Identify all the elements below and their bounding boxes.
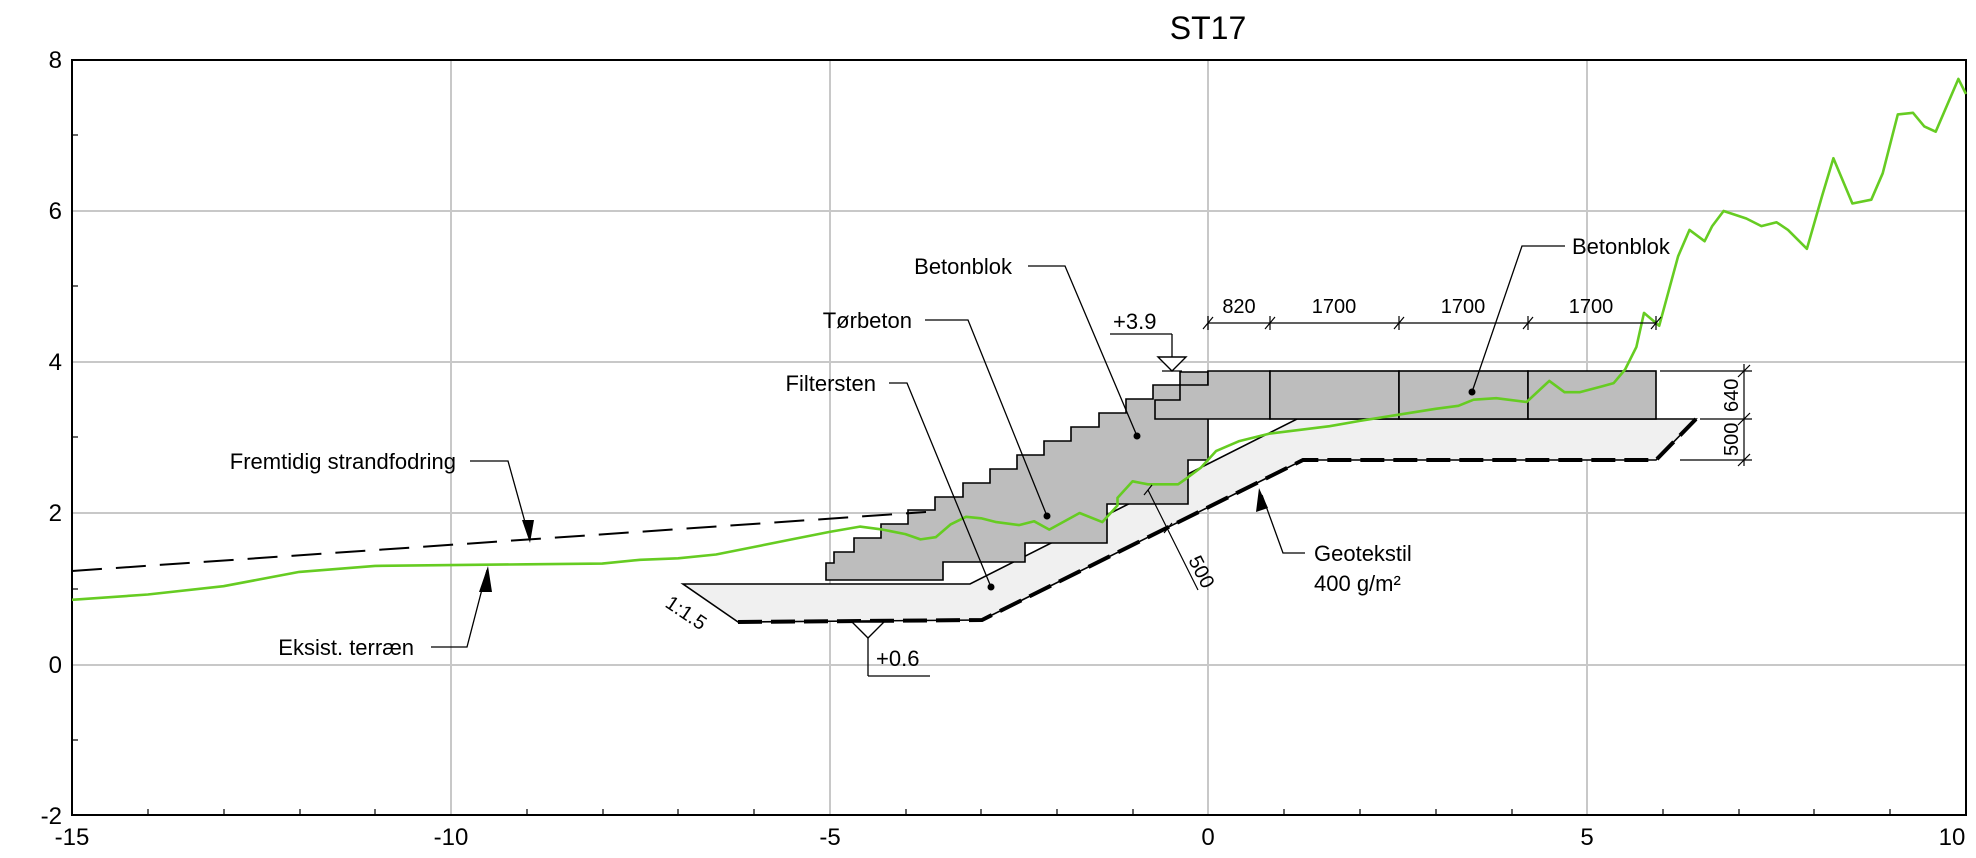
fremtidig-label: Fremtidig strandfodring xyxy=(230,449,456,474)
geotekstil-label-line1: Geotekstil xyxy=(1314,541,1412,566)
dimension-label: 500 xyxy=(1721,423,1743,456)
axis-ticks xyxy=(72,134,1891,815)
level-marker-top: +3.9 xyxy=(1110,309,1188,372)
x-axis-labels: -15 -10 -5 0 5 10 xyxy=(55,824,1966,851)
level-bottom-label: +0.6 xyxy=(876,646,919,671)
geotekstil-label-line2: 400 g/m² xyxy=(1314,571,1401,596)
y-tick-label: -2 xyxy=(41,803,62,830)
level-top-label: +3.9 xyxy=(1113,309,1156,334)
concrete-block-2 xyxy=(1398,370,1529,420)
dimension-label: 1700 xyxy=(1312,296,1357,318)
y-tick-label: 2 xyxy=(49,500,62,527)
future-nourishment-line xyxy=(71,511,927,572)
y-tick-label: 0 xyxy=(49,652,62,679)
y-tick-label: 8 xyxy=(49,47,62,74)
dry-concrete-steps xyxy=(825,371,1209,581)
grid xyxy=(72,60,1966,815)
plot-frame xyxy=(71,59,1967,816)
geotextile-line xyxy=(737,417,1698,624)
y-axis-labels: 8 6 4 2 0 -2 xyxy=(41,47,62,830)
existing-terrain-line xyxy=(71,77,1968,602)
annotation-betonblok-left: Betonblok xyxy=(914,254,1141,440)
dimension-label: 820 xyxy=(1222,296,1255,318)
x-tick-label: -10 xyxy=(434,824,469,851)
x-tick-label: 10 xyxy=(1939,824,1966,851)
annotation-geotekstil: Geotekstil 400 g/m² xyxy=(1256,488,1412,596)
filtersten-label: Filtersten xyxy=(786,371,876,396)
eksist-label: Eksist. terræn xyxy=(278,635,414,660)
concrete-block-3 xyxy=(1527,370,1657,420)
annotation-fremtidig: Fremtidig strandfodring xyxy=(230,449,534,543)
y-tick-label: 6 xyxy=(49,198,62,225)
dimension-label: 1700 xyxy=(1441,296,1486,318)
betonblok-left-label: Betonblok xyxy=(914,254,1013,279)
thickness-label: 500 xyxy=(1184,552,1219,592)
annotation-torbeton: Tørbeton xyxy=(823,308,1051,520)
vertical-dimension: 640 500 xyxy=(1660,364,1752,467)
x-tick-label: 5 xyxy=(1580,824,1593,851)
drawing-title: ST17 xyxy=(1170,10,1246,46)
annotation-filtersten: Filtersten xyxy=(786,371,995,591)
level-marker-bottom: +0.6 xyxy=(850,621,930,677)
x-tick-label: -15 xyxy=(55,824,90,851)
betonblok-right-label: Betonblok xyxy=(1572,234,1671,259)
concrete-block-1 xyxy=(1269,370,1400,420)
x-tick-label: -5 xyxy=(819,824,840,851)
horizontal-dimension: 820 1700 1700 1700 xyxy=(1202,296,1662,330)
annotation-eksist: Eksist. terræn xyxy=(278,566,492,660)
x-tick-label: 0 xyxy=(1201,824,1214,851)
annotation-betonblok-right: Betonblok xyxy=(1468,234,1671,396)
dimension-label: 640 xyxy=(1721,379,1743,412)
dimension-label: 1700 xyxy=(1569,296,1614,318)
y-tick-label: 4 xyxy=(49,349,62,376)
torbeton-label: Tørbeton xyxy=(823,308,912,333)
